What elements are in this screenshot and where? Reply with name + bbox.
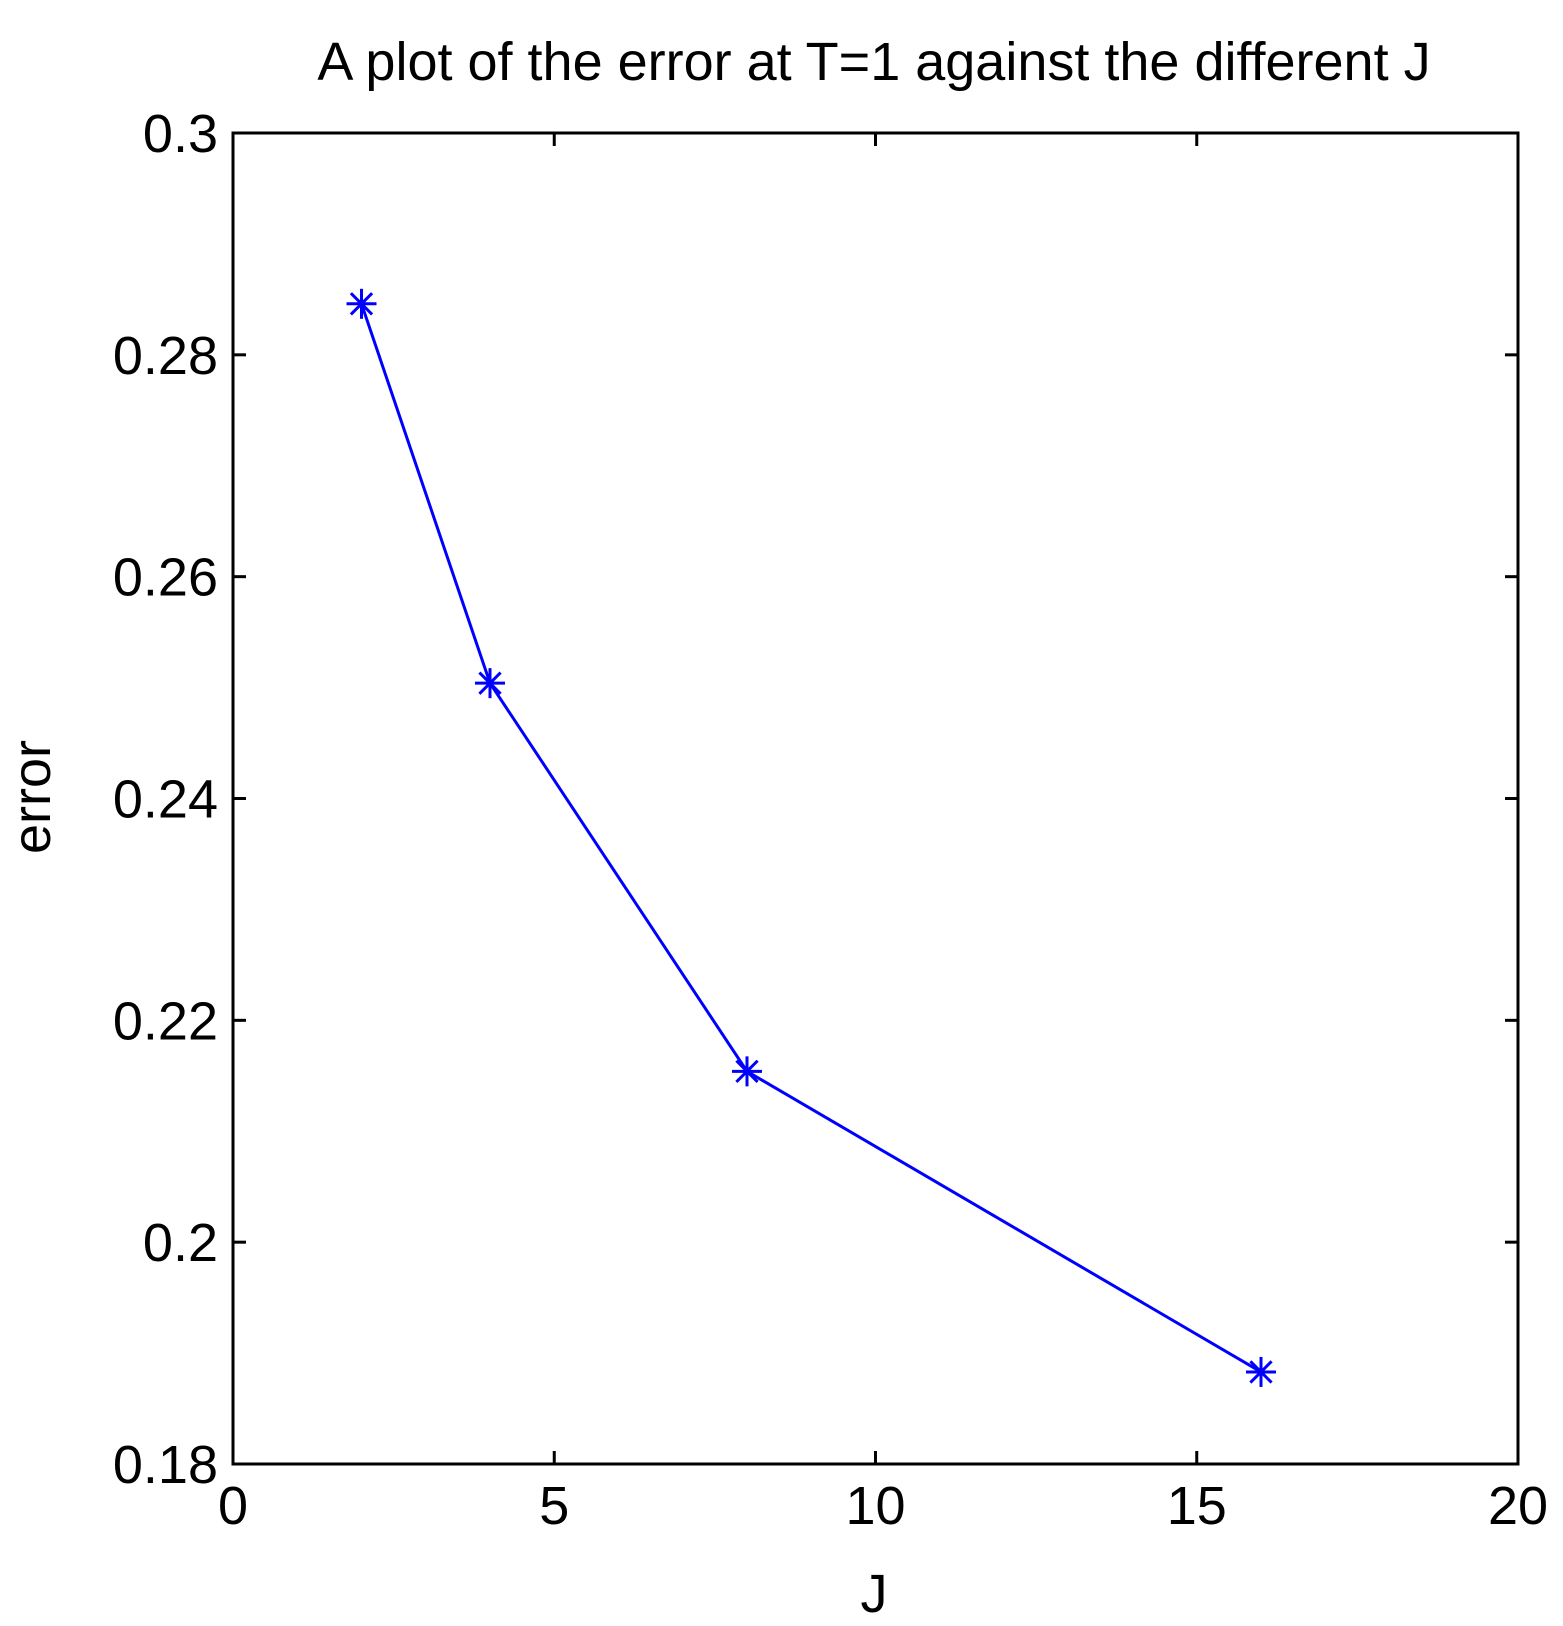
y-tick-label: 0.28: [113, 326, 218, 386]
y-tick-label: 0.2: [143, 1213, 218, 1273]
data-point-marker: [346, 288, 377, 319]
y-axis-label: error: [2, 740, 62, 854]
data-point-marker: [475, 668, 505, 699]
x-tick-label: 5: [539, 1476, 569, 1536]
data-point-marker: [732, 1056, 762, 1087]
x-tick-label: 10: [845, 1476, 905, 1536]
y-tick-label: 0.24: [113, 770, 218, 830]
x-tick-label: 0: [218, 1476, 248, 1536]
y-tick-label: 0.18: [113, 1435, 218, 1495]
chart-title: A plot of the error at T=1 against the d…: [317, 32, 1430, 92]
y-tick-label: 0.3: [143, 104, 218, 164]
data-point-marker: [1246, 1356, 1276, 1387]
y-tick-label: 0.22: [113, 991, 218, 1051]
x-axis-label: J: [861, 1564, 888, 1624]
axes-box: [231, 131, 1520, 1466]
plot-area: 0 5 10 15 20 0.18 0.2 0.22 0.24 0.26 0.28 0.3: [113, 104, 1548, 1536]
series-line: [360, 303, 1262, 1374]
marker-stroke: [1249, 1360, 1273, 1384]
y-tick-label: 0.26: [113, 548, 218, 608]
marker-stroke: [478, 671, 502, 695]
marker-stroke: [735, 1059, 759, 1084]
marker-stroke: [349, 292, 374, 316]
x-tick-label: 20: [1488, 1476, 1548, 1536]
x-tick-label: 15: [1167, 1476, 1227, 1536]
